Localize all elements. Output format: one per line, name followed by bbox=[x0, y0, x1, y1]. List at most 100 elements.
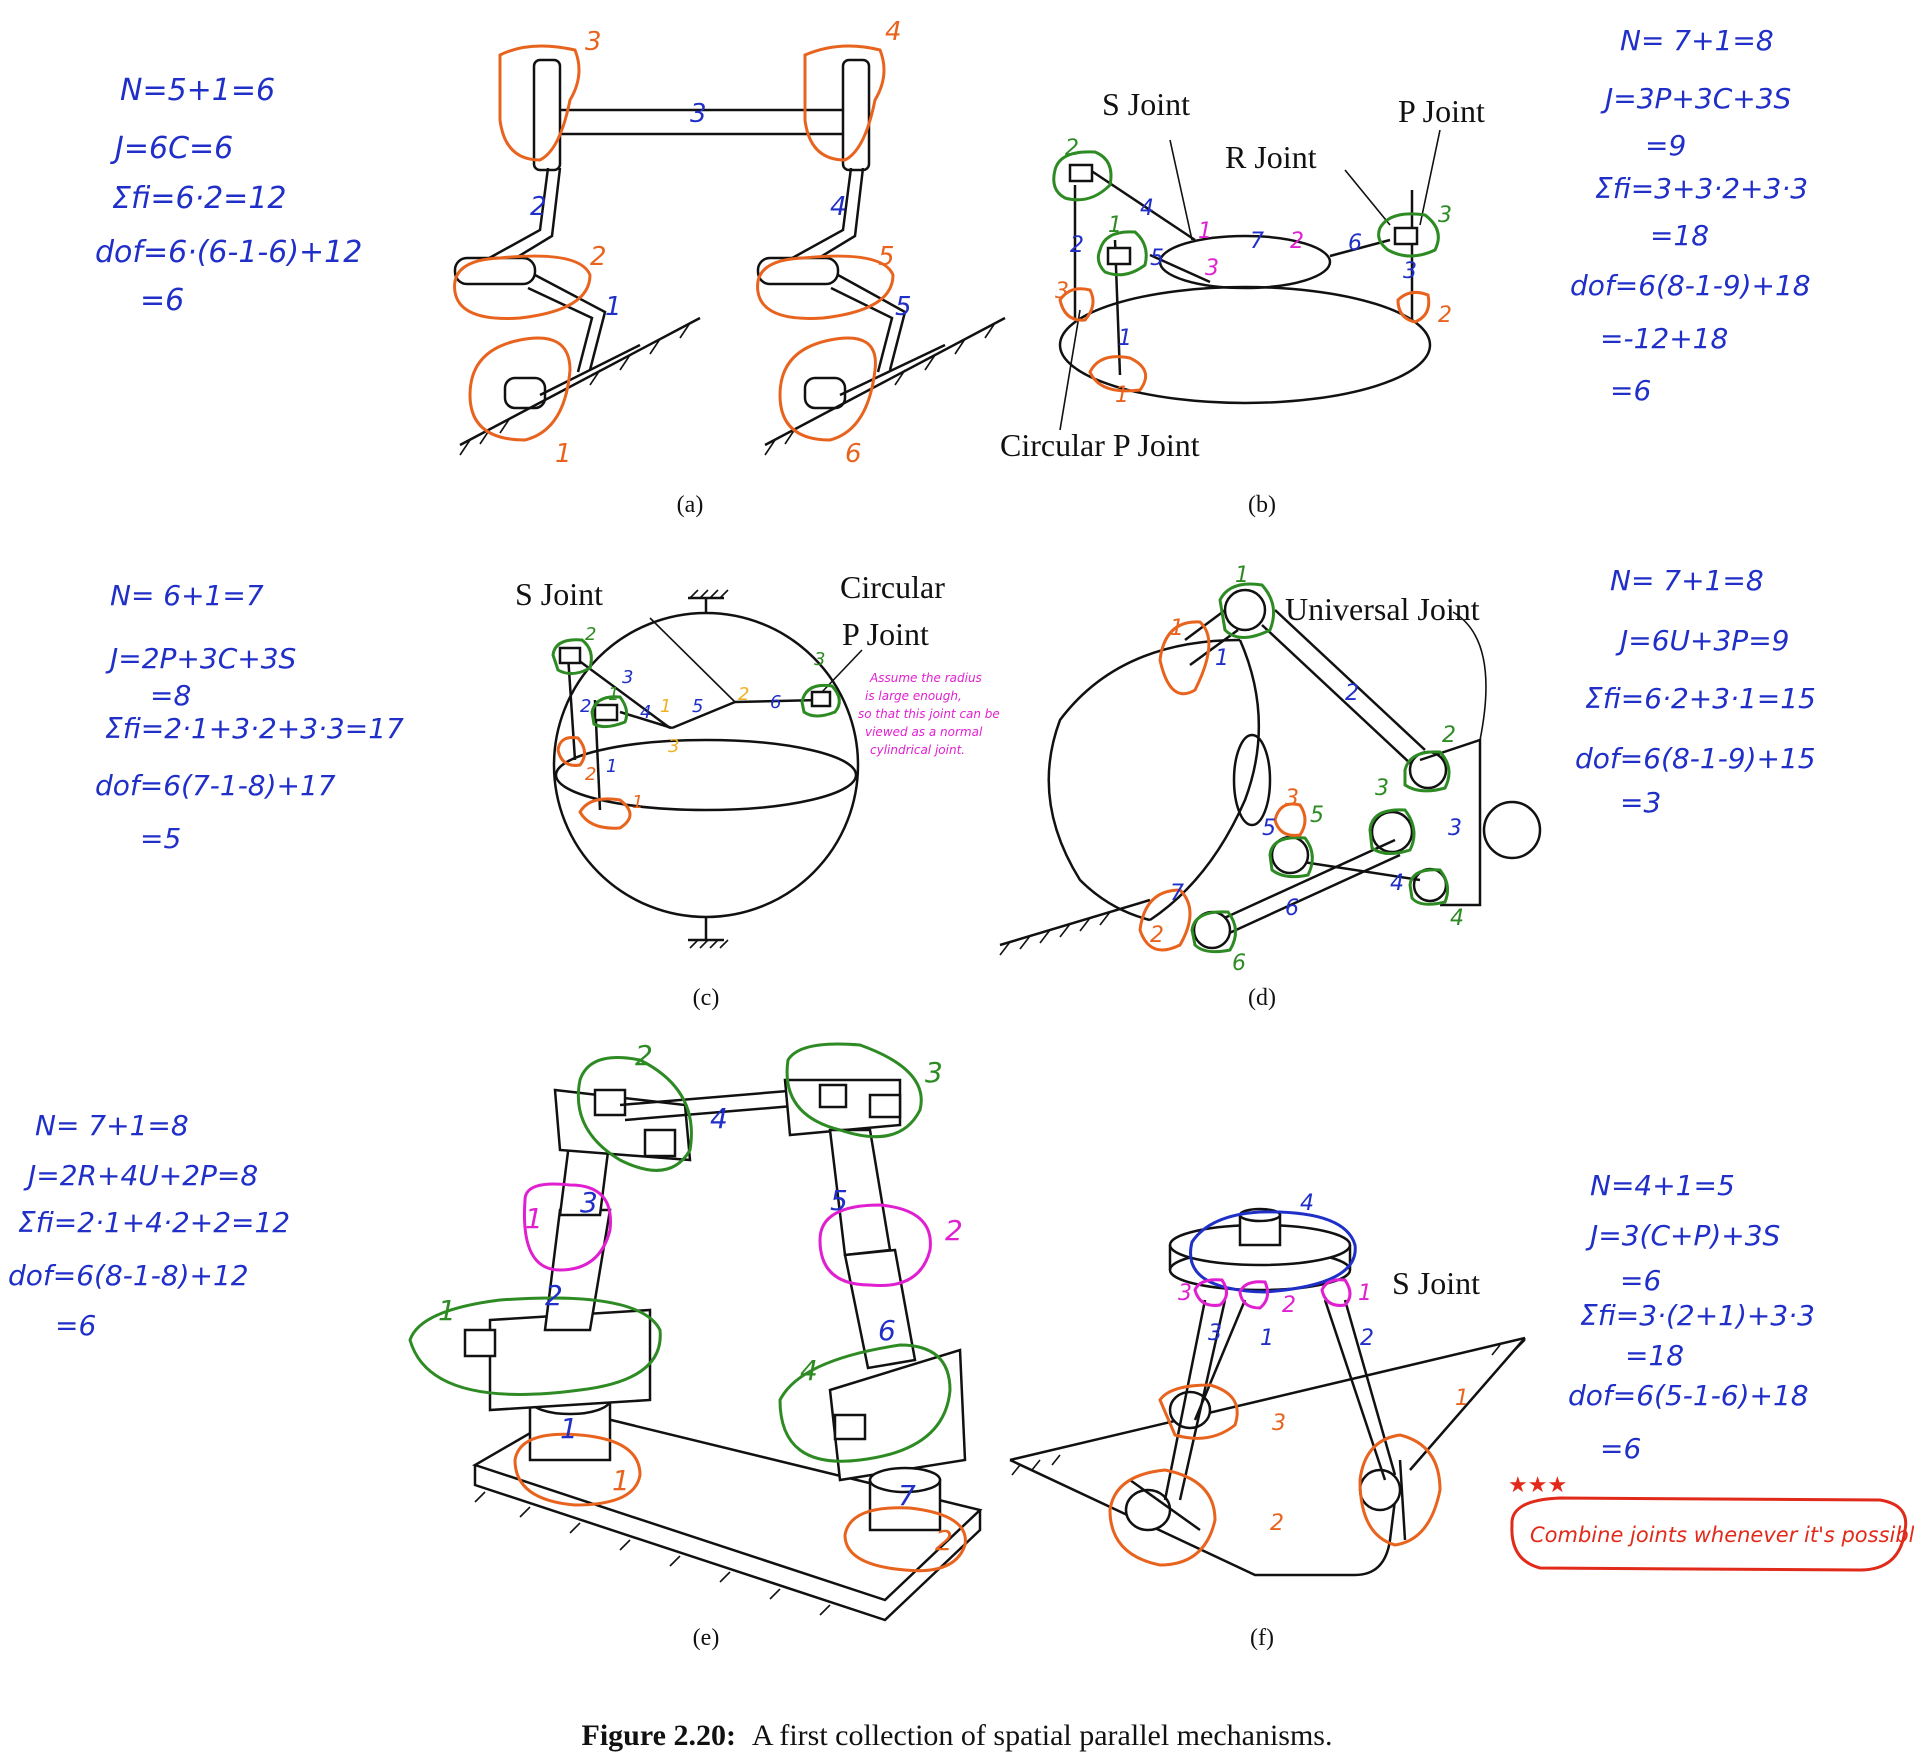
joint-highlights-a bbox=[453, 44, 895, 442]
e-num-2-green: 2 bbox=[635, 1039, 653, 1072]
note-f-J-result: =6 bbox=[1620, 1264, 1661, 1297]
e-num-2-blue: 2 bbox=[545, 1279, 563, 1312]
note-e-dof: dof=6(8-1-8)+12 bbox=[8, 1259, 249, 1292]
c-assume-5: cylindrical joint. bbox=[870, 743, 965, 757]
f-num-4-blue: 4 bbox=[1300, 1191, 1314, 1216]
right-leg-upper bbox=[784, 167, 853, 264]
panel-d-label: (d) bbox=[1248, 985, 1276, 1011]
e-num-1-green: 1 bbox=[438, 1294, 456, 1327]
d-num-4-blue: 4 bbox=[1390, 871, 1404, 896]
c-num-3-blue: 3 bbox=[622, 667, 633, 688]
e-num-6-blue: 6 bbox=[878, 1314, 896, 1347]
joint-highlights-e bbox=[408, 1042, 967, 1573]
b-num-7-blue: 7 bbox=[1250, 229, 1264, 254]
panel-a: 3 4 2 5 1 6 3 2 4 1 5 N=5+1=6 J=6C=6 Σfi… bbox=[95, 17, 1006, 518]
e-num-5-blue: 5 bbox=[830, 1184, 848, 1217]
a-num-1-blue: 1 bbox=[605, 292, 622, 322]
d-num-4-green: 4 bbox=[1450, 906, 1464, 931]
f-num-2-magenta: 2 bbox=[1282, 1293, 1296, 1318]
joint-labels-b: S Joint P Joint R Joint Circular P Joint bbox=[1000, 86, 1485, 463]
note-c-N: N= 6+1=7 bbox=[110, 579, 264, 612]
d-num-7-blue: 7 bbox=[1170, 881, 1184, 906]
b-num-5-blue: 5 bbox=[1150, 246, 1164, 271]
panel-e-label: (e) bbox=[693, 1625, 720, 1651]
c-num-5-blue: 5 bbox=[692, 696, 703, 717]
f-num-1-orange: 1 bbox=[1455, 1386, 1469, 1411]
label-b-p-joint: P Joint bbox=[1398, 93, 1485, 129]
c-num-2-yellow: 2 bbox=[738, 684, 749, 705]
note-f-sum-result: =18 bbox=[1625, 1339, 1684, 1372]
label-b-s-joint: S Joint bbox=[1102, 86, 1190, 122]
b-num-3-magenta: 3 bbox=[1205, 256, 1219, 281]
b-num-6-blue: 6 bbox=[1348, 231, 1362, 256]
a-num-6-orange: 6 bbox=[845, 439, 862, 469]
link-numbers-d: 1 2 3 4 5 6 1 3 2 1 2 3 5 4 6 7 bbox=[1150, 563, 1464, 976]
panel-b-label: (b) bbox=[1248, 492, 1276, 518]
label-c-s-joint: S Joint bbox=[515, 576, 603, 612]
d-num-5-blue: 5 bbox=[1262, 816, 1276, 841]
b-num-1-orange: 1 bbox=[1115, 383, 1129, 408]
link-numbers-a: 3 4 2 5 1 6 3 2 4 1 5 bbox=[530, 17, 912, 469]
c-num-1-blue: 1 bbox=[606, 756, 617, 777]
note-d-sum: Σfi=6·2+3·1=15 bbox=[1585, 682, 1816, 715]
ground-a-left bbox=[459, 316, 701, 447]
f-num-1-magenta: 1 bbox=[1358, 1281, 1372, 1306]
note-e-J: J=2R+4U+2P=8 bbox=[23, 1159, 258, 1192]
c-num-4-blue: 4 bbox=[640, 702, 651, 723]
a-num-3-blue: 3 bbox=[690, 99, 707, 129]
note-f-sum: Σfi=3·(2+1)+3·3 bbox=[1580, 1299, 1815, 1332]
caption-bold: Figure 2.20: bbox=[582, 1719, 736, 1752]
c-num-1-yellow: 1 bbox=[660, 696, 671, 717]
label-c-p-joint: P Joint bbox=[842, 616, 929, 652]
label-d-universal-joint: Universal Joint bbox=[1285, 591, 1480, 627]
f-num-3-orange: 3 bbox=[1272, 1411, 1286, 1436]
assumption-note-c: Assume the radius is large enough, so th… bbox=[858, 671, 1000, 757]
note-a-N: N=5+1=6 bbox=[120, 73, 275, 108]
f-num-2-blue: 2 bbox=[1360, 1326, 1374, 1351]
d-num-3-green: 3 bbox=[1375, 776, 1389, 801]
c-assume-4: viewed as a normal bbox=[865, 725, 983, 739]
d-num-6-green: 6 bbox=[1232, 951, 1246, 976]
label-b-r-joint: R Joint bbox=[1225, 139, 1317, 175]
e-num-4-green: 4 bbox=[800, 1354, 818, 1387]
d-num-2-orange: 2 bbox=[1150, 923, 1164, 948]
note-f-J: J=3(C+P)+3S bbox=[1585, 1219, 1780, 1252]
c-assume-2: is large enough, bbox=[865, 689, 962, 703]
mechanism-c-drawing bbox=[552, 589, 863, 949]
note-c-result: =5 bbox=[140, 822, 181, 855]
notes-e: N= 7+1=8 J=2R+4U+2P=8 Σfi=2·1+4·2+2=12 d… bbox=[8, 1109, 290, 1342]
c-num-3-yellow: 3 bbox=[668, 736, 679, 757]
note-b-result: =6 bbox=[1610, 374, 1651, 407]
panel-e: 2 3 1 4 1 2 1 2 4 3 5 2 6 1 7 N= 7+1=8 J… bbox=[8, 1039, 983, 1651]
e-num-2-magenta: 2 bbox=[945, 1214, 963, 1247]
joint-highlights-c bbox=[551, 638, 841, 830]
figure-caption: Figure 2.20: A first collection of spati… bbox=[582, 1719, 1333, 1752]
link-numbers-c: 2 3 1 2 1 1 2 3 3 2 4 5 6 1 bbox=[580, 624, 825, 813]
a-num-4-blue: 4 bbox=[830, 192, 847, 222]
note-b-sum-result: =18 bbox=[1650, 219, 1709, 252]
b-num-4-blue: 4 bbox=[1140, 196, 1154, 221]
note-b-dof-mid: =-12+18 bbox=[1600, 322, 1728, 355]
right-joint-6-body bbox=[803, 376, 847, 410]
note-b-J-result: =9 bbox=[1645, 129, 1686, 162]
a-num-1-orange: 1 bbox=[555, 439, 572, 469]
d-num-1-green: 1 bbox=[1235, 563, 1249, 588]
star-rating-icon: ★★★ bbox=[1508, 1473, 1567, 1498]
end-effector-ball bbox=[1482, 800, 1542, 860]
base-joint-right bbox=[828, 1348, 967, 1482]
panel-c-label: (c) bbox=[693, 985, 720, 1011]
e-num-1-blue: 1 bbox=[560, 1412, 578, 1445]
c-assume-1: Assume the radius bbox=[869, 671, 982, 685]
note-b-J: J=3P+3C+3S bbox=[1600, 82, 1791, 115]
link-numbers-f: 4 3 2 1 3 1 2 3 2 1 bbox=[1178, 1191, 1469, 1536]
panel-c: S Joint Circular P Joint Assume the radi… bbox=[95, 569, 1000, 1011]
label-c-circular: Circular bbox=[840, 569, 945, 605]
b-num-3-orange: 3 bbox=[1055, 279, 1069, 304]
note-d-dof: dof=6(8-1-9)+15 bbox=[1575, 742, 1816, 775]
note-e-sum: Σfi=2·1+4·2+2=12 bbox=[18, 1206, 290, 1239]
e-num-3-blue: 3 bbox=[580, 1186, 598, 1219]
d-num-2-green: 2 bbox=[1442, 723, 1456, 748]
note-b-dof: dof=6(8-1-9)+18 bbox=[1570, 269, 1811, 302]
c-assume-3: so that this joint can be bbox=[858, 707, 1000, 721]
notes-f: N=4+1=5 J=3(C+P)+3S =6 Σfi=3·(2+1)+3·3 =… bbox=[1568, 1169, 1815, 1465]
